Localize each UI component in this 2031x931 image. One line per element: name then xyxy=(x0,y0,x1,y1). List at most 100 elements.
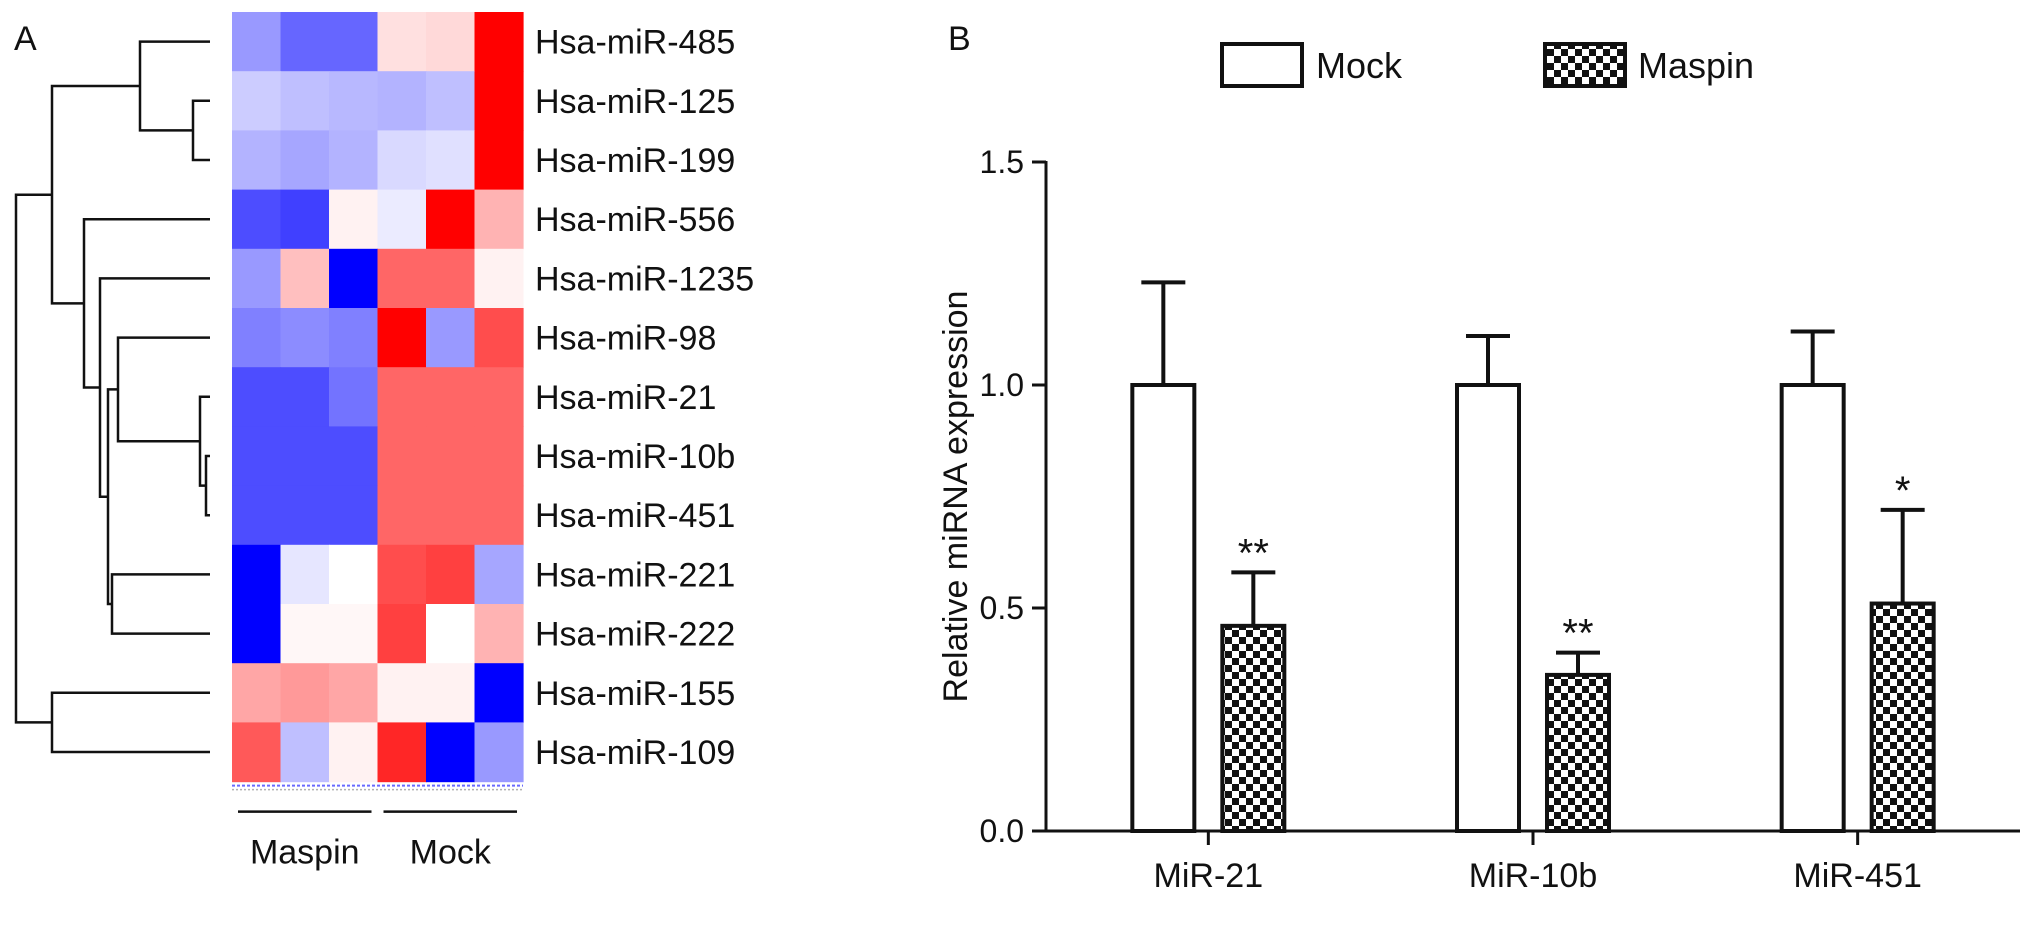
legend-label-maspin: Maspin xyxy=(1638,45,1754,86)
heatmap-cell xyxy=(280,367,330,427)
heatmap-cell xyxy=(474,485,524,546)
heatmap-cell xyxy=(377,426,427,487)
heatmap-cell xyxy=(377,308,427,368)
heatmap-row-labels: Hsa-miR-485 Hsa-miR-125 Hsa-miR-199 Hsa-miR… xyxy=(535,24,754,772)
column-group-label: Mock xyxy=(410,834,492,872)
heatmap-cell xyxy=(232,426,282,487)
heatmap-cell xyxy=(426,308,476,368)
bar-maspin xyxy=(1545,672,1611,834)
dendrogram-branch xyxy=(138,40,210,132)
heatmap-cell xyxy=(474,604,524,664)
significance-marker: * xyxy=(1895,469,1911,513)
heatmap-row-label: Hsa-miR-221 xyxy=(535,556,735,594)
heatmap-cell xyxy=(474,663,524,723)
heatmap-cell xyxy=(232,604,282,664)
heatmap-cell xyxy=(280,426,330,487)
legend-label-mock: Mock xyxy=(1316,45,1403,86)
heatmap-cell xyxy=(329,12,379,72)
dendrogram-branch xyxy=(116,336,210,443)
heatmap-cell xyxy=(329,71,379,131)
heatmap-cell xyxy=(426,544,476,605)
heatmap-row-label: Hsa-miR-1235 xyxy=(535,260,754,298)
y-tick-label: 1.5 xyxy=(980,144,1024,180)
heatmap-cell xyxy=(329,485,379,546)
dendrogram-branch xyxy=(110,573,210,635)
heatmap-cell xyxy=(377,248,427,309)
y-tick-label: 1.0 xyxy=(980,367,1024,403)
significance-marker: ** xyxy=(1238,531,1269,575)
heatmap-cell xyxy=(232,12,282,72)
heatmap-cell xyxy=(426,248,476,309)
heatmap-cell xyxy=(377,485,427,546)
dendrogram-branch xyxy=(50,691,210,754)
heatmap-cell xyxy=(232,663,282,723)
heatmap-row-label: Hsa-miR-485 xyxy=(535,24,735,62)
heatmap-cell xyxy=(280,12,330,72)
heatmap-cell xyxy=(329,544,379,605)
heatmap-row-label: Hsa-miR-222 xyxy=(535,616,735,654)
y-axis-title: Relative miRNA expression xyxy=(937,291,975,703)
x-tick-labels: MiR-21 MiR-10b MiR-451 xyxy=(1154,857,1922,895)
heatmap-column-groups: Maspin Mock xyxy=(238,810,517,872)
heatmap-cell xyxy=(329,189,379,250)
heatmap-cell xyxy=(377,12,427,72)
heatmap-cell xyxy=(474,722,524,783)
panel-label-a: A xyxy=(14,20,37,58)
heatmap-row-label: Hsa-miR-199 xyxy=(535,142,735,180)
bars: ***** xyxy=(1130,280,1936,834)
dendrogram-branch xyxy=(14,193,52,724)
heatmap-cell xyxy=(426,426,476,487)
heatmap-cell xyxy=(329,130,379,191)
heatmap-cell xyxy=(329,367,379,427)
heatmap-cell xyxy=(377,367,427,427)
heatmap-cell xyxy=(377,663,427,723)
heatmap-cell xyxy=(474,189,524,250)
x-tick-label: MiR-21 xyxy=(1154,857,1264,895)
bar-maspin xyxy=(1220,623,1287,834)
heatmap-cell xyxy=(377,544,427,605)
column-group-label: Maspin xyxy=(250,834,360,872)
heatmap-cell xyxy=(377,71,427,131)
heatmap-cell xyxy=(232,544,282,605)
heatmap-row-label: Hsa-miR-21 xyxy=(535,379,716,417)
heatmap-cell xyxy=(232,248,282,309)
legend: Mock Maspin xyxy=(1220,42,1754,88)
heatmap-row-label: Hsa-miR-125 xyxy=(535,83,735,121)
heatmap-cell xyxy=(474,426,524,487)
heatmap-cell xyxy=(474,248,524,309)
heatmap-cell xyxy=(280,604,330,664)
heatmap-cell xyxy=(329,722,379,783)
heatmap-cell xyxy=(377,722,427,783)
heatmap-cell xyxy=(280,722,330,783)
heatmap-cell xyxy=(280,248,330,309)
heatmap-cell xyxy=(329,663,379,723)
y-tick-label: 0.0 xyxy=(980,813,1024,849)
legend-swatch-mock xyxy=(1220,42,1304,88)
significance-marker: ** xyxy=(1562,612,1593,656)
heatmap-cell xyxy=(426,367,476,427)
bar-mock xyxy=(1130,383,1197,833)
heatmap-row-label: Hsa-miR-155 xyxy=(535,675,735,713)
heatmap-cell xyxy=(474,544,524,605)
heatmap-cell xyxy=(474,308,524,368)
heatmap-row-label: Hsa-miR-556 xyxy=(535,201,735,239)
heatmap-cell xyxy=(280,544,330,605)
dendrogram-branch xyxy=(82,217,210,389)
heatmap-cell xyxy=(329,426,379,487)
heatmap-cell xyxy=(474,367,524,427)
heatmap-cell xyxy=(426,71,476,131)
x-tick-label: MiR-10b xyxy=(1469,857,1597,895)
heatmap-cell xyxy=(280,485,330,546)
heatmap-cell xyxy=(474,130,524,191)
dendrogram-branch xyxy=(106,388,118,606)
legend-swatch-maspin xyxy=(1543,42,1627,88)
row-dendrogram xyxy=(14,40,210,754)
heatmap-row-label: Hsa-miR-109 xyxy=(535,734,735,772)
heatmap-cell xyxy=(232,189,282,250)
heatmap-row-label: Hsa-miR-10b xyxy=(535,438,735,476)
heatmap-cell xyxy=(232,485,282,546)
axes: 0.0 0.5 1.0 1.5 xyxy=(980,144,2020,849)
heatmap-cell xyxy=(426,130,476,191)
heatmap-cell xyxy=(280,130,330,191)
